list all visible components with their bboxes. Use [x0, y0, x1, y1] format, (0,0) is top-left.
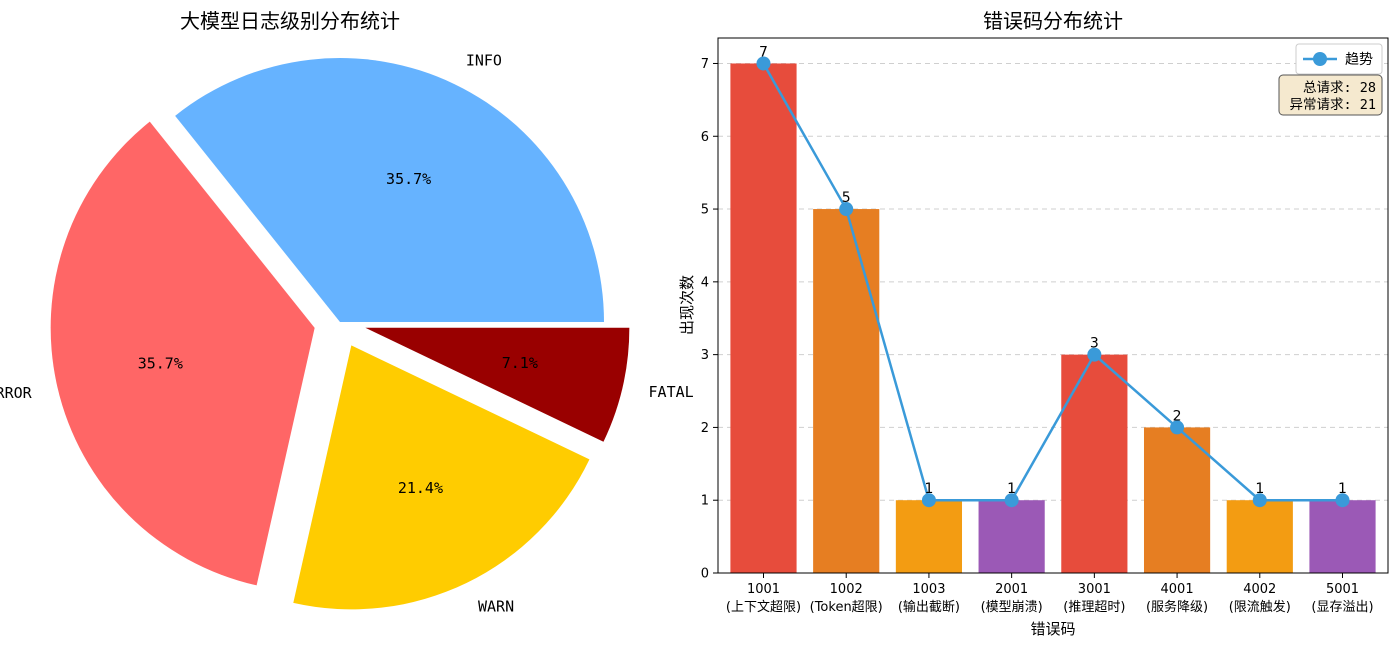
bar-5001: [1309, 500, 1376, 573]
pie-chart: 大模型日志级别分布统计 INFO 35.7% ERROR 35.7% WARN 21.4%…: [0, 9, 694, 616]
bar-1003: [895, 500, 963, 573]
y-tick-label: 1: [701, 494, 709, 509]
y-tick-label: 5: [701, 203, 709, 218]
y-tick-label: 4: [701, 275, 709, 290]
bar-3001: [1061, 354, 1128, 573]
data-label-5001: 1: [1338, 481, 1347, 497]
trend-point-4001: [1170, 420, 1185, 435]
x-tick-desc: (模型崩溃): [981, 600, 1043, 615]
data-label-1002: 5: [842, 190, 851, 206]
trend-polyline: [762, 62, 1343, 502]
pie-slices: [50, 58, 630, 610]
bar-2001: [978, 500, 1045, 573]
x-tick-desc: (Token超限): [810, 600, 883, 615]
pie-label-info: INFO: [466, 51, 502, 69]
x-tick-code: 4001: [1161, 582, 1194, 597]
trend-point-4002: [1252, 493, 1267, 508]
data-label-1001: 7: [759, 44, 768, 60]
x-tick-desc: (限流触发): [1229, 599, 1291, 615]
pie-pct-info: 35.7%: [386, 170, 431, 188]
trend-point-1003: [921, 493, 936, 508]
pie-labels: INFO 35.7% ERROR 35.7% WARN 21.4% FATAL 7.1%: [0, 51, 694, 615]
pie-pct-warn: 21.4%: [398, 479, 443, 497]
bar-4002: [1226, 500, 1293, 573]
bar-4001: [1143, 427, 1211, 573]
data-label-4001: 2: [1173, 408, 1182, 424]
axes: [717, 37, 1389, 574]
trend-point-1002: [839, 202, 854, 217]
x-ticks: 1001 (上下文超限) 1002 (Token超限) 1003 (输出截断) 2001 (模…: [726, 573, 1374, 615]
y-tick-label: 6: [701, 130, 709, 145]
trend-point-5001: [1335, 493, 1350, 508]
plot-frame: [717, 37, 1389, 574]
pie-slice-info: [175, 58, 604, 322]
x-axis-label: 错误码: [1030, 620, 1075, 638]
data-label-4002: 1: [1255, 481, 1264, 497]
x-tick-code: 4002: [1243, 582, 1276, 597]
pie-label-fatal: FATAL: [649, 383, 694, 401]
data-label-1003: 1: [924, 481, 933, 497]
y-axis-label: 出现次数: [678, 275, 696, 335]
x-tick-desc: (显存溢出): [1311, 600, 1373, 615]
legend-box: [1295, 43, 1383, 75]
trend-point-2001: [1004, 493, 1019, 508]
data-label-3001: 3: [1090, 336, 1099, 352]
bar-title: 错误码分布统计: [983, 9, 1123, 33]
trend-point-1001: [756, 56, 771, 71]
y-ticks: 0 1 2 3 4 5 6 7: [701, 57, 718, 582]
summary-abnormal: 异常请求: 21: [1289, 97, 1376, 113]
bar-1001: [730, 63, 797, 573]
summary-box: 总请求: 28 异常请求: 21: [1278, 74, 1383, 116]
x-tick-code: 1001: [747, 582, 780, 597]
data-label-2001: 1: [1007, 481, 1016, 497]
x-tick-desc: (服务降级): [1146, 599, 1208, 615]
trend-line: [756, 56, 1350, 508]
legend-label: 趋势: [1345, 52, 1373, 68]
x-tick-desc: (上下文超限): [726, 600, 801, 615]
x-tick-code: 1002: [830, 582, 863, 597]
x-tick-code: 2001: [995, 582, 1028, 597]
pie-title: 大模型日志级别分布统计: [180, 9, 400, 33]
summary-background: [1278, 74, 1383, 116]
y-tick-label: 0: [701, 567, 709, 582]
pie-label-error: ERROR: [0, 384, 33, 402]
pie-slice-warn: [293, 345, 590, 610]
legend-marker: [1313, 52, 1327, 66]
pie-slice-fatal: [365, 327, 630, 442]
bars: [730, 63, 1376, 573]
x-tick-code: 1003: [912, 582, 945, 597]
x-tick-desc: (输出截断): [898, 599, 960, 615]
pie-pct-error: 35.7%: [138, 354, 183, 372]
legend: 趋势: [1295, 43, 1383, 75]
y-tick-label: 7: [701, 57, 709, 72]
pie-slice-error: [50, 121, 315, 586]
data-labels: 7 5 1 1 3 2 1 1: [759, 44, 1347, 497]
x-tick-desc: (推理超时): [1063, 600, 1125, 615]
pie-pct-fatal: 7.1%: [502, 354, 538, 372]
summary-total: 总请求: 28: [1303, 80, 1376, 96]
y-tick-label: 3: [701, 348, 709, 363]
bar-1002: [813, 209, 880, 573]
trend-point-3001: [1087, 347, 1102, 362]
x-tick-code: 3001: [1078, 582, 1111, 597]
y-tick-label: 2: [701, 421, 709, 436]
x-tick-code: 5001: [1326, 582, 1359, 597]
pie-label-warn: WARN: [478, 598, 514, 616]
